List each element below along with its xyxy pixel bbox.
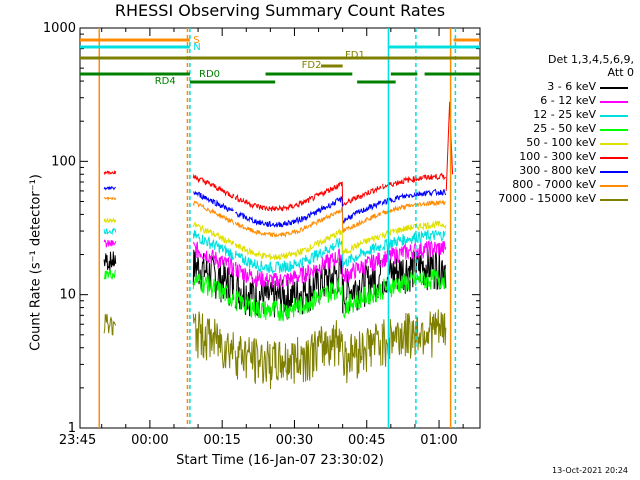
legend-label: 6 - 12 keV bbox=[540, 94, 596, 107]
legend-entry: 3 - 6 keV bbox=[482, 80, 632, 94]
series-line bbox=[103, 227, 446, 275]
legend-entry: 300 - 800 keV bbox=[482, 164, 632, 178]
legend-entry: 7000 - 15000 keV bbox=[482, 192, 632, 206]
series-line bbox=[103, 217, 447, 261]
flag-label: N bbox=[193, 42, 200, 53]
y-tick-label: 1000 bbox=[43, 21, 76, 36]
legend-swatch bbox=[600, 129, 628, 131]
legend: 3 - 6 keV 6 - 12 keV 12 - 25 keV 25 - 50… bbox=[482, 80, 632, 206]
legend-entry: 12 - 25 keV bbox=[482, 108, 632, 122]
plot-frame bbox=[79, 27, 481, 429]
legend-entry: 25 - 50 keV bbox=[482, 122, 632, 136]
series-line bbox=[103, 196, 446, 238]
legend-swatch bbox=[600, 87, 628, 89]
y-tick-label: 10 bbox=[59, 288, 76, 303]
legend-label: 12 - 25 keV bbox=[533, 108, 596, 121]
attenuator-label: Att 0 bbox=[607, 66, 634, 79]
legend-entry: 50 - 100 keV bbox=[482, 136, 632, 150]
series-line bbox=[103, 268, 447, 322]
generation-timestamp: 13-Oct-2021 20:24 bbox=[552, 466, 628, 475]
legend-swatch bbox=[600, 185, 628, 187]
legend-label: 300 - 800 keV bbox=[519, 164, 596, 177]
legend-label: 3 - 6 keV bbox=[547, 80, 596, 93]
series-line bbox=[103, 247, 447, 320]
legend-swatch bbox=[600, 157, 628, 159]
flag-label: FD2 bbox=[302, 60, 322, 71]
legend-entry: 6 - 12 keV bbox=[482, 94, 632, 108]
legend-label: 50 - 100 keV bbox=[526, 136, 596, 149]
legend-label: 800 - 7000 keV bbox=[512, 178, 596, 191]
y-axis-label: Count Rate (s⁻¹ detector⁻¹) bbox=[28, 174, 44, 351]
legend-swatch bbox=[600, 199, 628, 201]
legend-label: 7000 - 15000 keV bbox=[498, 192, 596, 205]
series-line bbox=[103, 239, 447, 290]
y-tick-label: 100 bbox=[51, 154, 76, 169]
x-tick-label: 01:00 bbox=[420, 433, 457, 448]
chart-title: RHESSI Observing Summary Count Rates bbox=[114, 1, 446, 20]
legend-label: 25 - 50 keV bbox=[533, 122, 596, 135]
legend-swatch bbox=[600, 143, 628, 145]
legend-swatch bbox=[600, 171, 628, 173]
y-tick-label: 1 bbox=[68, 421, 76, 436]
series-line bbox=[103, 169, 446, 212]
x-axis-label: Start Time (16-Jan-07 23:30:02) bbox=[176, 453, 384, 468]
x-tick-label: 00:00 bbox=[131, 433, 168, 448]
x-tick-label: 00:30 bbox=[276, 433, 313, 448]
legend-swatch bbox=[600, 101, 628, 103]
flare-spike bbox=[445, 101, 454, 191]
flag-label: FD1 bbox=[345, 50, 365, 61]
legend-swatch bbox=[600, 115, 628, 117]
series-line bbox=[103, 309, 447, 390]
flag-label: RD4 bbox=[155, 76, 176, 87]
series-line bbox=[103, 185, 447, 228]
x-tick-label: 00:15 bbox=[203, 433, 240, 448]
x-tick-label: 23:45 bbox=[59, 433, 96, 448]
detectors-label: Det 1,3,4,5,6,9, bbox=[547, 53, 634, 66]
legend-entry: 800 - 7000 keV bbox=[482, 178, 632, 192]
flag-label: RD0 bbox=[199, 69, 220, 80]
legend-entry: 100 - 300 keV bbox=[482, 150, 632, 164]
legend-label: 100 - 300 keV bbox=[519, 150, 596, 163]
flag-label: S bbox=[193, 35, 199, 46]
x-tick-label: 00:45 bbox=[348, 433, 385, 448]
